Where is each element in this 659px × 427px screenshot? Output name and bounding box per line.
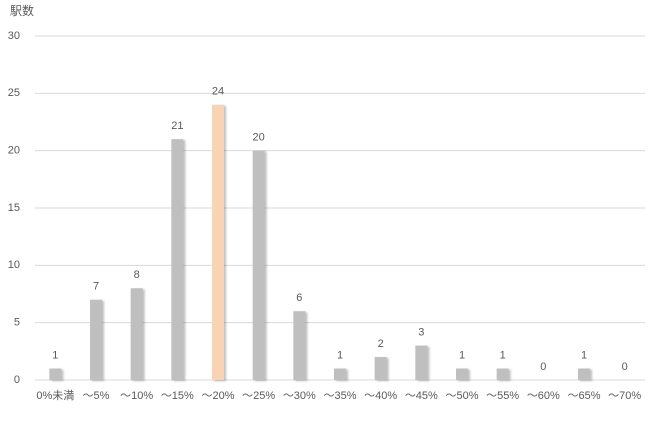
data-label: 21 xyxy=(171,120,183,132)
x-tick-label: ～25% xyxy=(242,390,275,402)
data-label: 1 xyxy=(52,349,58,361)
x-tick-label: ～40% xyxy=(364,390,397,402)
data-label: 20 xyxy=(253,132,265,144)
data-label: 1 xyxy=(581,349,587,361)
y-tick-label: 30 xyxy=(8,30,20,42)
bar xyxy=(130,288,143,380)
x-tick-label: ～45% xyxy=(405,390,438,402)
data-label: 6 xyxy=(296,292,302,304)
data-label: 1 xyxy=(337,349,343,361)
y-tick-label: 10 xyxy=(8,259,20,271)
x-tick-label: ～50% xyxy=(445,390,478,402)
data-label: 1 xyxy=(459,349,465,361)
bar xyxy=(293,311,306,380)
x-tick-label: ～70% xyxy=(608,390,641,402)
data-label: 0 xyxy=(540,361,546,373)
x-tick-label: ～60% xyxy=(527,390,560,402)
x-tick-label: ～20% xyxy=(201,390,234,402)
data-label: 3 xyxy=(418,327,424,339)
bar xyxy=(212,104,224,381)
x-tick-label: ～55% xyxy=(486,390,519,402)
y-tick-label: 15 xyxy=(8,202,20,214)
x-tick-label: ～30% xyxy=(283,390,316,402)
bar xyxy=(171,139,184,380)
bar xyxy=(49,368,62,380)
bar xyxy=(334,368,346,380)
data-label: 8 xyxy=(134,269,140,281)
x-tick-label: ～5% xyxy=(83,390,110,402)
bar xyxy=(456,368,468,380)
data-label: 2 xyxy=(378,338,384,350)
bar xyxy=(496,368,509,380)
data-label: 7 xyxy=(93,281,99,293)
data-label: 1 xyxy=(500,349,506,361)
y-tick-label: 20 xyxy=(8,145,20,157)
x-tick-label: 0%未満 xyxy=(36,389,74,402)
bar xyxy=(578,368,590,380)
bar xyxy=(252,150,265,380)
bar xyxy=(374,357,387,380)
y-tick-label: 5 xyxy=(14,317,20,329)
y-tick-label: 25 xyxy=(8,87,20,99)
y-tick-label: 0 xyxy=(14,374,20,386)
bar xyxy=(90,299,102,380)
y-axis-title: 駅数 xyxy=(10,3,34,18)
bar xyxy=(415,345,428,380)
data-label: 0 xyxy=(622,361,628,373)
x-tick-label: ～10% xyxy=(120,390,153,402)
x-tick-label: ～35% xyxy=(323,390,356,402)
x-tick-label: ～65% xyxy=(567,390,600,402)
x-tick-label: ～15% xyxy=(161,390,194,402)
data-label: 24 xyxy=(212,86,224,98)
